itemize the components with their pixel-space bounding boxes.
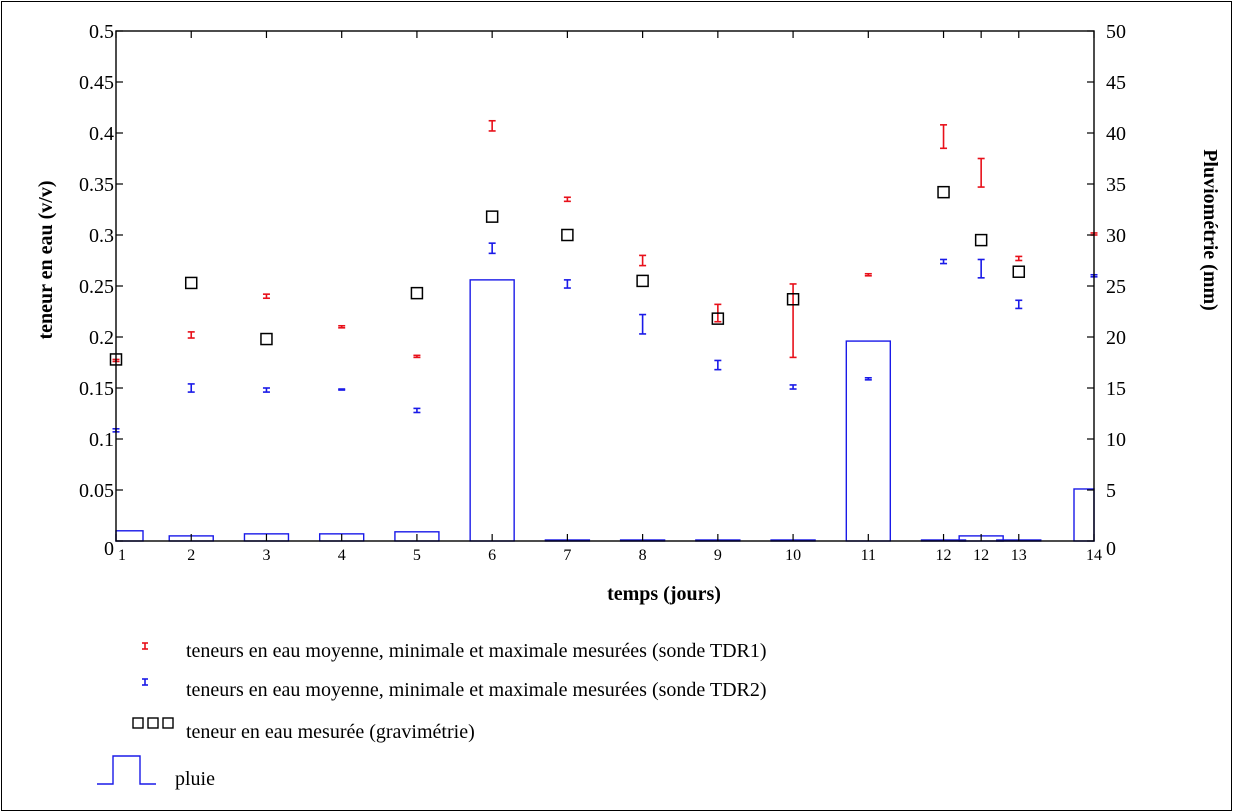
rain-bar bbox=[1073, 488, 1095, 542]
y-tick-label: 0.05 bbox=[79, 480, 114, 502]
tdr1-errorbar bbox=[488, 119, 496, 132]
y2-tick-label: 30 bbox=[1106, 225, 1126, 247]
y2-tick-label: 25 bbox=[1106, 276, 1126, 298]
x-tick-label: 12 bbox=[936, 547, 952, 564]
tdr2-errorbar bbox=[639, 313, 647, 335]
x-tick-label: 9 bbox=[714, 547, 722, 564]
tdr2-errorbar bbox=[789, 384, 797, 390]
x-tick-label: 8 bbox=[639, 547, 647, 564]
errorbar-series bbox=[112, 119, 1098, 433]
rain-bars bbox=[115, 279, 1095, 542]
y2-tick-label: 15 bbox=[1106, 378, 1126, 400]
x-tick-label: 7 bbox=[563, 547, 571, 564]
tdr2-errorbar bbox=[563, 279, 571, 289]
y-tick-label: 0.4 bbox=[89, 123, 114, 145]
y-tick-label: 0.35 bbox=[79, 174, 114, 196]
y-tick-label: 0.1 bbox=[89, 429, 114, 451]
y2-tick-label: 35 bbox=[1106, 174, 1126, 196]
gravimetry-point bbox=[1012, 265, 1026, 278]
tdr2-errorbar bbox=[714, 359, 722, 371]
legend-label-pluie: pluie bbox=[175, 768, 215, 790]
tdr1-errorbar bbox=[789, 283, 797, 359]
legend-item-tdr1: teneurs en eau moyenne, minimale et maxi… bbox=[142, 640, 767, 662]
legend-item-gravimetry: teneur en eau mesurée (gravimétrie) bbox=[132, 717, 475, 743]
tdr2-errorbar bbox=[940, 258, 948, 265]
axes: 1 2 3 4 5 6 7 8 9 10 11 12 12 13 1400.050.10.150.20.25… bbox=[79, 21, 1126, 564]
x-tick-label: 4 bbox=[338, 547, 346, 564]
tdr2-errorbar bbox=[977, 258, 985, 279]
tdr1-errorbar bbox=[864, 272, 872, 277]
gravimetry-point bbox=[636, 274, 649, 288]
x-tick-label: 13 bbox=[1011, 547, 1027, 564]
y-tick-label: 0.5 bbox=[89, 21, 114, 43]
tdr2-errorbar bbox=[1015, 299, 1023, 310]
rain-bar bbox=[115, 530, 144, 542]
tdr1-errorbar bbox=[413, 354, 421, 359]
y2-tick-label: 40 bbox=[1106, 123, 1126, 145]
gravimetry-point bbox=[786, 293, 800, 306]
legend-swatch-tdr2 bbox=[142, 678, 148, 686]
legend: teneurs en eau moyenne, minimale et maxi… bbox=[97, 640, 767, 790]
x-tick-label: 6 bbox=[488, 547, 496, 564]
legend-item-tdr2: teneurs en eau moyenne, minimale et maxi… bbox=[142, 678, 767, 701]
legend-label-tdr2: teneurs en eau moyenne, minimale et maxi… bbox=[186, 679, 767, 701]
tdr1-errorbar bbox=[338, 324, 346, 329]
y-tick-label: 0.2 bbox=[89, 327, 114, 349]
x-tick-label: 12 bbox=[973, 547, 989, 564]
x-tick-label: 11 bbox=[861, 547, 876, 564]
y2-tick-label: 5 bbox=[1106, 480, 1116, 502]
gravimetry-point bbox=[711, 312, 725, 325]
tdr1-errorbar bbox=[1015, 255, 1023, 262]
y-tick-label: 0.45 bbox=[79, 72, 114, 94]
gravimetry-point bbox=[561, 228, 574, 242]
x-tick-label: 3 bbox=[262, 547, 270, 564]
x-axis-title: temps (jours) bbox=[607, 583, 721, 605]
gravimetry-points bbox=[109, 185, 1026, 366]
tdr1-errorbar bbox=[977, 157, 985, 188]
tdr2-errorbar bbox=[488, 242, 496, 255]
legend-label-gravimetry: teneur en eau mesurée (gravimétrie) bbox=[186, 721, 475, 743]
x-tick-label: 5 bbox=[413, 547, 421, 564]
y2-tick-label: 45 bbox=[1106, 72, 1126, 94]
y-tick-label: 0.3 bbox=[89, 225, 114, 247]
tdr1-errorbar bbox=[262, 293, 270, 300]
x-tick-label: 2 bbox=[187, 547, 195, 564]
tdr2-errorbar bbox=[413, 407, 421, 414]
y-tick-label: 0.25 bbox=[79, 276, 114, 298]
rain-bar bbox=[845, 340, 892, 542]
tdr2-errorbar bbox=[338, 388, 346, 391]
y2-tick-label: 0 bbox=[1106, 538, 1116, 560]
gravimetry-point bbox=[485, 210, 499, 223]
y-tick-label: 0.15 bbox=[79, 378, 114, 400]
gravimetry-point bbox=[184, 276, 198, 290]
tdr1-errorbar bbox=[639, 254, 647, 267]
x-tick-label: 1 bbox=[118, 547, 126, 564]
tdr1-errorbar bbox=[187, 331, 195, 339]
tdr1-errorbar bbox=[940, 124, 948, 150]
x-tick-label: 14 bbox=[1086, 547, 1102, 564]
legend-item-pluie: pluie bbox=[97, 755, 215, 790]
y2-tick-label: 20 bbox=[1106, 327, 1126, 349]
tdr2-errorbar bbox=[187, 383, 195, 393]
y-axis-title: teneur en eau (v/v) bbox=[35, 180, 57, 339]
gravimetry-point bbox=[937, 185, 950, 199]
x-tick-label: 10 bbox=[785, 547, 801, 564]
tdr2-errorbar bbox=[864, 376, 872, 381]
y2-tick-label: 10 bbox=[1106, 429, 1126, 451]
tdr2-errorbar bbox=[262, 387, 270, 393]
legend-swatch-squares bbox=[132, 717, 174, 729]
y-tick-label: 0 bbox=[104, 538, 114, 560]
legend-label-tdr1: teneurs en eau moyenne, minimale et maxi… bbox=[186, 640, 767, 662]
y2-tick-label: 50 bbox=[1106, 21, 1126, 43]
gravimetry-point bbox=[410, 286, 424, 300]
gravimetry-point bbox=[974, 233, 988, 247]
legend-swatch-tdr1 bbox=[142, 642, 148, 650]
gravimetry-point bbox=[260, 332, 273, 346]
rain-bar bbox=[469, 279, 515, 542]
legend-swatch-bar bbox=[97, 755, 156, 785]
plot-frame bbox=[115, 30, 1095, 542]
tdr1-errorbar bbox=[563, 196, 571, 203]
y2-axis-title: Pluviométrie (mm) bbox=[1199, 149, 1221, 311]
